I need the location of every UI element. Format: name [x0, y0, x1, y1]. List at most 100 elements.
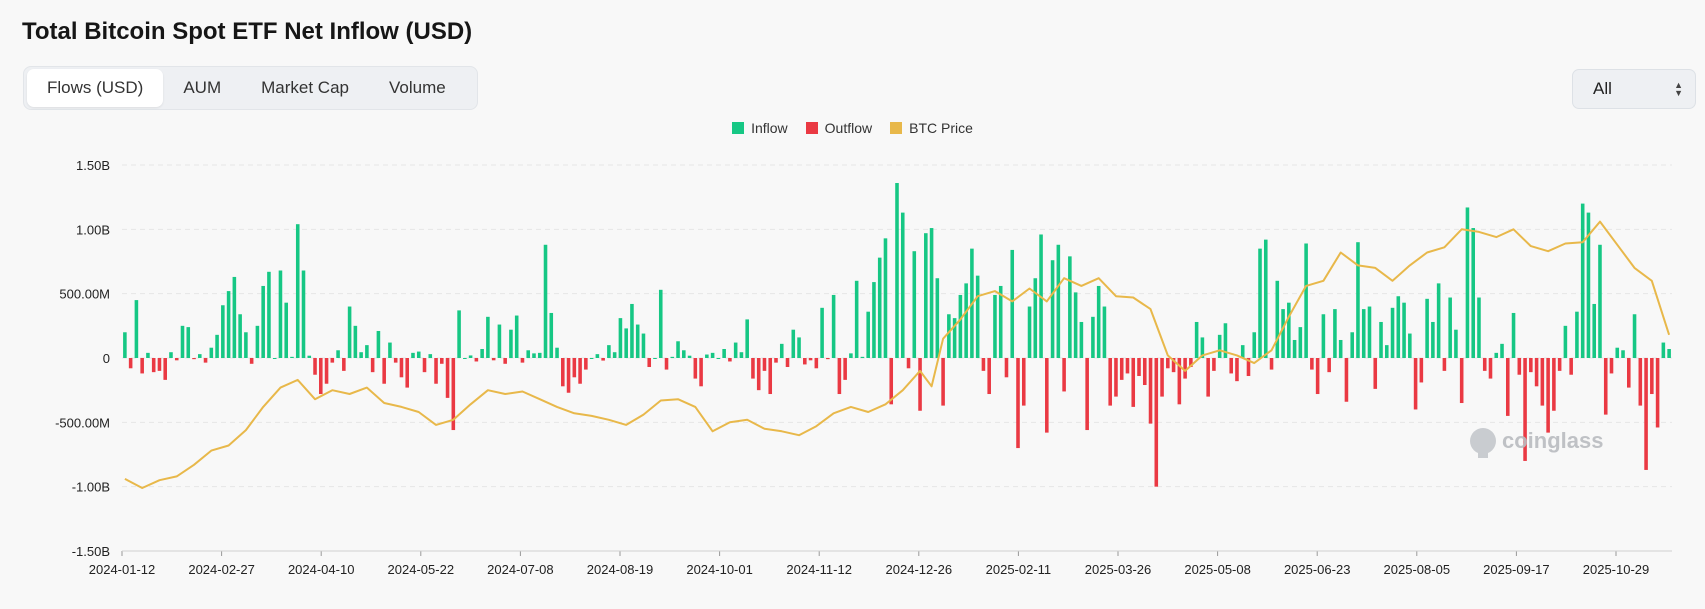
- inflow-bar: [733, 342, 738, 358]
- inflow-bar: [1390, 307, 1395, 358]
- inflow-bar: [1287, 302, 1291, 358]
- inflow-bar: [244, 332, 248, 358]
- outflow-bar: [1229, 358, 1233, 374]
- watermark: coinglass: [1470, 428, 1603, 458]
- outflow-bar: [330, 358, 335, 363]
- tab-volume[interactable]: Volume: [389, 78, 446, 97]
- y-tick-label: -500.00M: [55, 415, 110, 430]
- outflow-bar: [474, 358, 479, 362]
- inflow-bar: [1102, 306, 1107, 358]
- inflow-bar: [486, 316, 490, 358]
- inflow-bar: [411, 352, 415, 358]
- inflow-bar: [468, 355, 473, 358]
- range-select-value: All: [1593, 79, 1612, 98]
- outflow-bar: [1085, 358, 1089, 431]
- inflow-bar: [1580, 203, 1585, 358]
- inflow-bar: [975, 275, 980, 358]
- inflow-bar: [543, 244, 548, 358]
- range-select[interactable]: All ▲ ▼: [1572, 69, 1696, 109]
- inflow-bar: [290, 356, 294, 358]
- x-tick-label: 2024-11-12: [786, 562, 852, 577]
- inflow-bar: [831, 294, 836, 358]
- outflow-bar: [762, 358, 767, 371]
- outflow-bar: [1114, 358, 1118, 397]
- outflow-bar: [647, 358, 652, 368]
- outflow-bar: [1413, 358, 1418, 410]
- inflow-bar: [745, 319, 749, 358]
- outflow-bar: [572, 358, 577, 378]
- inflow-bar: [146, 352, 150, 358]
- inflow-bar: [854, 280, 859, 358]
- legend-item-outflow[interactable]: Outflow: [805, 120, 872, 136]
- page-title: Total Bitcoin Spot ETF Net Inflow (USD): [22, 18, 473, 45]
- inflow-bar: [209, 347, 214, 358]
- inflow-bar: [1292, 339, 1297, 358]
- outflow-bar: [1148, 358, 1153, 424]
- tab-flows[interactable]: Flows (USD): [27, 69, 164, 107]
- outflow-bar: [1419, 358, 1424, 383]
- outflow-bar: [1459, 358, 1464, 404]
- outflow-bar: [1062, 358, 1066, 392]
- inflow-bar: [526, 350, 531, 358]
- inflow-bar: [705, 354, 709, 358]
- chart-legend: Inflow Outflow BTC Price: [0, 120, 1705, 136]
- inflow-bar: [1223, 323, 1228, 358]
- inflow-bar: [607, 345, 611, 358]
- outflow-bar: [1269, 358, 1274, 370]
- tab-market-cap[interactable]: Market Cap: [261, 78, 349, 97]
- outflow-bar: [1108, 358, 1112, 406]
- inflow-bar: [947, 314, 951, 358]
- inflow-bar: [924, 233, 928, 358]
- inflow-bar: [791, 329, 796, 358]
- inflow-bar: [1073, 292, 1078, 358]
- outflow-bar: [584, 358, 588, 370]
- inflow-bar: [1050, 260, 1055, 358]
- inflow-bar: [641, 333, 646, 358]
- inflow-bar: [670, 356, 675, 358]
- outflow-bar: [566, 358, 571, 393]
- legend-item-btc-price[interactable]: BTC Price: [890, 120, 973, 136]
- legend-item-inflow[interactable]: Inflow: [732, 120, 788, 136]
- inflow-bar: [797, 337, 801, 358]
- outflow-bar: [1310, 358, 1314, 370]
- inflow-bar: [682, 350, 686, 358]
- outflow-bar: [1650, 358, 1654, 395]
- x-tick-label: 2024-02-27: [188, 562, 255, 577]
- inflow-bar: [1321, 314, 1326, 358]
- inflow-bar: [1379, 321, 1383, 358]
- inflow-bar: [883, 238, 888, 358]
- inflow-bar: [912, 251, 917, 358]
- outflow-bar: [693, 358, 698, 379]
- inflow-bar: [1056, 244, 1061, 358]
- tab-aum[interactable]: AUM: [183, 78, 222, 97]
- outflow-bar: [1246, 358, 1251, 377]
- inflow-bar: [935, 278, 940, 358]
- outflow-bar: [1655, 358, 1660, 428]
- coinglass-logo-icon: [1470, 428, 1496, 458]
- inflow-bar: [1096, 285, 1101, 358]
- inflow-bar: [307, 355, 312, 358]
- inflow-bar: [1436, 283, 1441, 358]
- outflow-bar: [808, 358, 813, 361]
- inflow-bar: [1511, 312, 1516, 358]
- inflow-bar: [186, 327, 191, 358]
- inflow-bar: [1575, 311, 1579, 358]
- inflow-bar: [612, 352, 617, 358]
- outflow-bar: [1235, 358, 1239, 382]
- outflow-bar: [1166, 358, 1170, 369]
- outflow-bar: [1154, 358, 1159, 487]
- inflow-bar: [1448, 297, 1452, 358]
- outflow-bar: [1529, 358, 1533, 373]
- inflow-bar: [820, 307, 824, 358]
- outflow-bar: [1603, 358, 1608, 415]
- inflow-bar: [716, 358, 721, 359]
- outflow-bar: [1206, 358, 1210, 397]
- outflow-bar: [1212, 358, 1216, 371]
- inflow-bar: [215, 334, 219, 358]
- outflow-bar: [1315, 358, 1320, 395]
- outflow-bar: [422, 358, 427, 373]
- outflow-bar: [342, 358, 346, 371]
- inflow-bar: [555, 347, 559, 358]
- outflow-bar: [1137, 358, 1141, 377]
